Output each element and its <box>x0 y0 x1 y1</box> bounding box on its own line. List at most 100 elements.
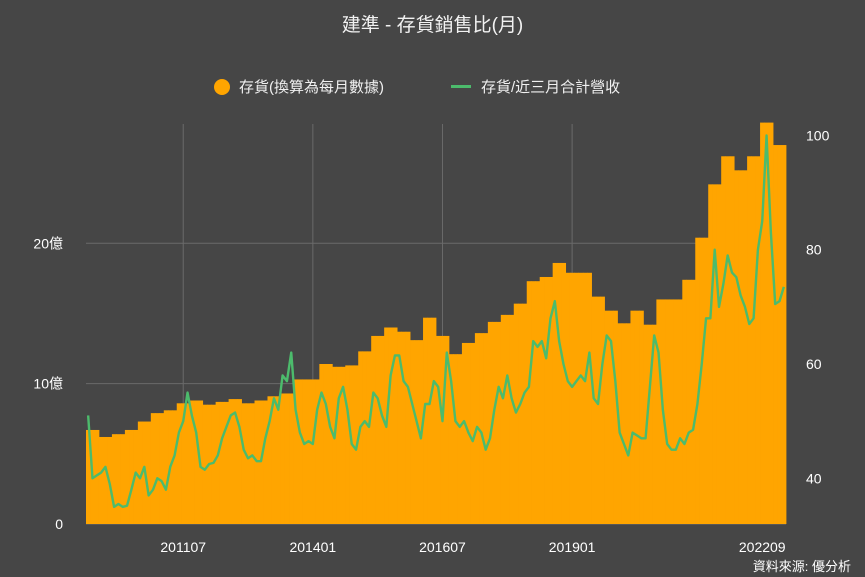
bar-inventory <box>94 429 100 524</box>
bar-inventory <box>315 379 320 524</box>
bar-inventory <box>444 335 450 524</box>
bar-inventory <box>323 364 329 524</box>
bar-inventory <box>319 364 325 524</box>
bar-inventory <box>518 303 523 524</box>
bar-inventory <box>561 262 567 524</box>
bar-inventory <box>276 396 281 524</box>
bar-inventory <box>773 145 778 525</box>
bar-inventory <box>219 401 225 524</box>
bar-inventory <box>137 421 143 524</box>
bar-inventory <box>237 399 242 524</box>
bar-inventory <box>639 310 644 524</box>
left-axis-tick-label: 0 <box>55 516 63 532</box>
bar-inventory <box>768 122 774 524</box>
bar-inventory <box>613 310 618 524</box>
legend-item-ratio[interactable]: 存貨/近三月合計營收 <box>451 76 620 97</box>
bar-inventory <box>392 327 398 524</box>
bar-inventory <box>327 364 333 524</box>
bar-inventory <box>423 317 428 524</box>
bar-inventory <box>371 335 376 524</box>
bar-inventory <box>379 335 385 524</box>
bar-inventory <box>686 279 692 524</box>
bar-inventory <box>215 401 221 524</box>
bar-inventory <box>397 331 402 524</box>
legend-item-inventory[interactable]: 存貨(換算為每月數據) <box>214 76 384 97</box>
chart-title: 建準 - 存貨銷售比(月) <box>341 15 524 36</box>
bar-inventory <box>310 379 316 524</box>
bar-inventory <box>621 323 627 524</box>
bar-inventory <box>189 400 195 524</box>
bar-inventory <box>129 429 134 524</box>
bar-inventory <box>120 434 126 524</box>
bar-inventory <box>699 237 705 524</box>
bar-inventory <box>729 156 735 524</box>
bar-inventory <box>228 399 234 524</box>
bar-inventory <box>600 296 605 524</box>
bar-inventory <box>302 379 307 524</box>
bar-inventory <box>366 351 372 524</box>
bar-inventory <box>535 281 541 524</box>
bar-inventory <box>526 281 532 524</box>
right-axis-tick-label: 80 <box>806 242 822 258</box>
bar-inventory <box>652 324 657 524</box>
bar-inventory <box>509 314 515 524</box>
bar-inventory <box>172 410 178 524</box>
bar-inventory <box>712 184 718 524</box>
bar-inventory <box>111 434 117 524</box>
bar-inventory <box>695 237 700 524</box>
bar-inventory <box>760 122 765 524</box>
bar-inventory <box>513 303 519 524</box>
bar-inventory <box>487 321 493 524</box>
legend-label-ratio: 存貨/近三月合計營收 <box>481 79 621 96</box>
bar-inventory <box>155 413 160 524</box>
bar-inventory <box>332 366 338 524</box>
bar-inventory <box>647 324 653 524</box>
bar-inventory <box>479 333 484 524</box>
bar-inventory <box>427 317 433 524</box>
bar-inventory <box>345 365 350 524</box>
left-axis-tick-label: 20億 <box>33 235 63 251</box>
bar-inventory <box>267 396 273 524</box>
legend-label-inventory: 存貨(換算為每月數據) <box>239 79 384 96</box>
bar-inventory <box>595 296 601 524</box>
bar-inventory <box>742 170 748 524</box>
bar-inventory <box>582 272 588 524</box>
bar-inventory <box>250 403 255 524</box>
legend: 存貨(換算為每月數據) 存貨/近三月合計營收 <box>0 76 865 100</box>
bar-inventory <box>626 323 631 524</box>
source-note: 資料來源: 優分析 <box>752 559 851 574</box>
bar-inventory <box>587 272 592 524</box>
bar-inventory <box>431 317 437 524</box>
bar-inventory <box>116 434 121 524</box>
bar-inventory <box>539 276 545 524</box>
left-axis-tick-label: 10億 <box>33 376 63 392</box>
bar-inventory <box>608 310 614 524</box>
bar-inventory <box>548 276 554 524</box>
bar-inventory <box>781 145 787 525</box>
bar-inventory <box>448 354 454 524</box>
bar-inventory <box>194 400 199 524</box>
bar-inventory <box>202 404 208 524</box>
bar-inventory <box>232 399 238 524</box>
x-axis-tick-label: 202209 <box>739 539 786 555</box>
bar-inventory <box>224 401 229 524</box>
bar-inventory <box>293 379 299 524</box>
bar-inventory <box>163 410 169 524</box>
bar-inventory <box>176 403 182 524</box>
bar-inventory <box>263 400 268 524</box>
bar-inventory <box>211 404 217 524</box>
bar-inventory <box>245 403 251 524</box>
bar-inventory <box>483 333 489 524</box>
legend-dot-icon <box>214 78 230 95</box>
right-axis-tick-label: 100 <box>806 127 830 143</box>
x-axis-tick-label: 201107 <box>160 539 206 555</box>
bar-inventory <box>470 342 476 524</box>
x-axis-tick-label: 201401 <box>289 539 336 555</box>
bar-inventory <box>98 436 104 524</box>
bar-inventory <box>673 299 679 524</box>
bar-inventory <box>531 281 536 524</box>
bar-inventory <box>578 272 584 524</box>
bar-inventory <box>461 342 467 524</box>
bar-inventory <box>289 393 294 524</box>
